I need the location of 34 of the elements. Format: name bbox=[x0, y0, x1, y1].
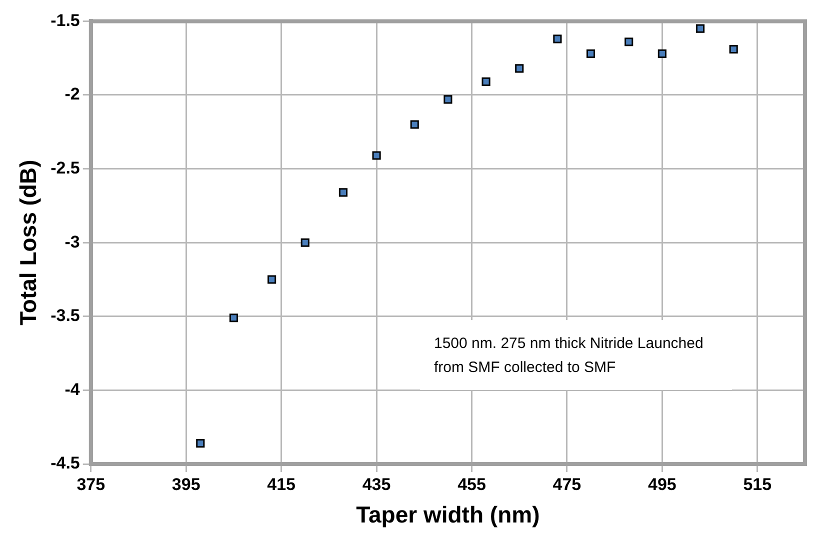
point bbox=[515, 64, 524, 73]
point bbox=[410, 120, 419, 129]
x-tick-label: 455 bbox=[458, 474, 486, 494]
point bbox=[729, 44, 738, 54]
point bbox=[372, 151, 381, 160]
x-axis-title: Taper width (nm) bbox=[356, 502, 540, 528]
point bbox=[624, 38, 634, 46]
y-tick-label: -1.5 bbox=[50, 10, 80, 30]
point bbox=[196, 439, 205, 448]
point bbox=[696, 24, 705, 33]
x-tick-label: 415 bbox=[267, 474, 296, 494]
point bbox=[553, 34, 562, 44]
point bbox=[482, 77, 490, 86]
note-panel: 1500 nm. 275 nm thick Nitride Launched from SMF collected to SMF bbox=[420, 320, 732, 390]
point bbox=[444, 95, 452, 104]
y-tick-label: -4 bbox=[64, 380, 80, 399]
point bbox=[586, 49, 596, 58]
x-tick-label: 435 bbox=[362, 474, 391, 494]
y-tick-label: -3 bbox=[64, 232, 80, 252]
point bbox=[658, 49, 666, 58]
x-tick-label: 495 bbox=[648, 474, 676, 494]
y-tick-label: -4.5 bbox=[50, 454, 80, 473]
y-tick-label: -2 bbox=[64, 84, 80, 104]
point bbox=[300, 238, 310, 247]
point bbox=[338, 188, 348, 197]
x-tick-label: 515 bbox=[743, 474, 772, 494]
y-tick-label: -2.5 bbox=[50, 158, 80, 178]
y-tick-label: -3.5 bbox=[50, 306, 80, 326]
x-tick-label: 475 bbox=[552, 474, 582, 494]
x-tick-label: 395 bbox=[172, 474, 200, 494]
point bbox=[268, 275, 276, 284]
x-tick-label: 375 bbox=[76, 474, 106, 494]
point bbox=[229, 314, 238, 322]
y-axis-title: Total Loss (dB) bbox=[15, 160, 42, 326]
